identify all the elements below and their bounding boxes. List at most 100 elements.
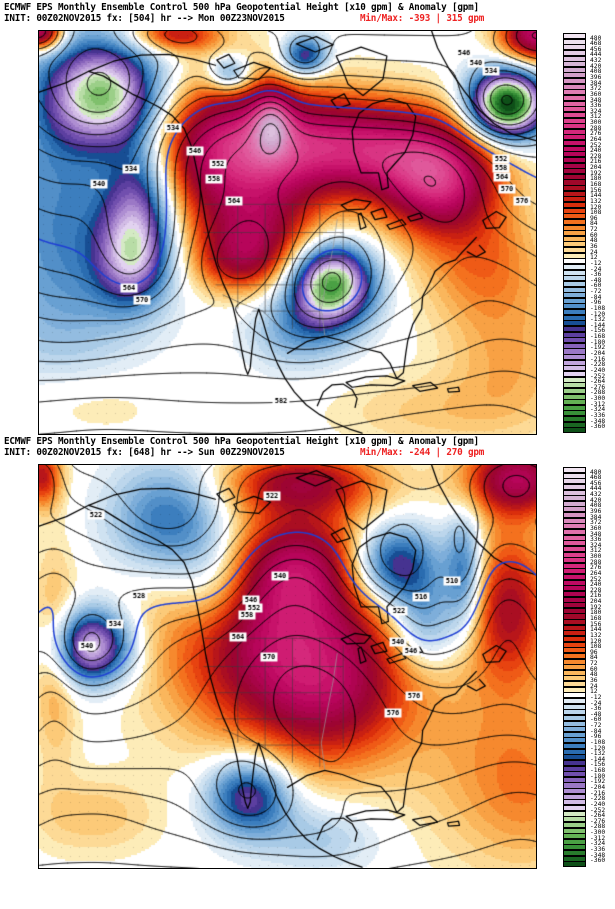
- colorbar-tick-label: -300: [590, 395, 606, 403]
- colorbar-cell: [563, 382, 586, 389]
- colorbar-cell: [563, 771, 586, 778]
- map-subtitle: INIT: 00Z02NOV2015 fx: [504] hr --> Mon …: [4, 13, 560, 24]
- colorbar-tick-label: -360: [590, 857, 606, 865]
- colorbar-cell: [563, 714, 586, 721]
- colorbar-cell: [563, 478, 586, 485]
- colorbar-cell: [563, 173, 586, 180]
- colorbar-tick-label: 312: [590, 113, 602, 121]
- colorbar-cell: [563, 376, 586, 383]
- colorbar-cell: [563, 100, 586, 107]
- colorbar-cell: [563, 61, 586, 68]
- colorbar-tick-label: 156: [590, 620, 602, 628]
- colorbar-tick-label: 468: [590, 474, 602, 482]
- minmax-text: Min/Max: -393 | 315 gpm: [360, 13, 485, 24]
- colorbar-tick-label: -144: [590, 755, 606, 763]
- colorbar-cell: [563, 799, 586, 806]
- colorbar-cell: [563, 404, 586, 411]
- colorbar-cell: [563, 393, 586, 400]
- colorbar-cell: [563, 427, 586, 434]
- colorbar-cell: [563, 83, 586, 90]
- colorbar-cell: [563, 568, 586, 575]
- colorbar-cell: [563, 365, 586, 372]
- colorbar-tick-label: 228: [590, 586, 602, 594]
- colorbar-cell: [563, 545, 586, 552]
- colorbar-tick-label: 228: [590, 152, 602, 160]
- colorbar-tick-label: -348: [590, 417, 606, 425]
- colorbar-cell: [563, 720, 586, 727]
- colorbar-cell: [563, 590, 586, 597]
- colorbar-cell: [563, 861, 586, 868]
- colorbar-cell: [563, 331, 586, 338]
- colorbar-tick-label: -180: [590, 772, 606, 780]
- colorbar-tick-label: 264: [590, 569, 602, 577]
- colorbar-cell: [563, 534, 586, 541]
- colorbar-cell: [563, 128, 586, 135]
- colorbar-cell: [563, 94, 586, 101]
- colorbar-cell: [563, 686, 586, 693]
- colorbar-tick-label: -204: [590, 350, 606, 358]
- colorbar-tick-label: 48: [590, 671, 598, 679]
- colorbar-tick-label: -120: [590, 744, 606, 752]
- colorbar-tick-label: 360: [590, 524, 602, 532]
- colorbar-cell: [563, 512, 586, 519]
- colorbar-tick-label: 324: [590, 107, 602, 115]
- colorbar-cell: [563, 123, 586, 130]
- colorbar-tick-label: 432: [590, 57, 602, 65]
- colorbar-cell: [563, 202, 586, 209]
- colorbar-tick-label: 120: [590, 203, 602, 211]
- colorbar-tick-label: 324: [590, 541, 602, 549]
- colorbar-tick-label: -288: [590, 823, 606, 831]
- colorbar-tick-label: 408: [590, 502, 602, 510]
- colorbar-tick-label: -240: [590, 800, 606, 808]
- colorbar-tick-label: 444: [590, 51, 602, 59]
- colorbar-tick-label: -36: [590, 271, 602, 279]
- colorbar-tick-label: 240: [590, 581, 602, 589]
- colorbar-tick-label: -336: [590, 845, 606, 853]
- colorbar-cell: [563, 833, 586, 840]
- colorbar-cell: [563, 190, 586, 197]
- colorbar-cell: [563, 765, 586, 772]
- colorbar-tick-label: -168: [590, 333, 606, 341]
- colorbar-cell: [563, 387, 586, 394]
- colorbar-cell: [563, 325, 586, 332]
- colorbar-cell: [563, 258, 586, 265]
- colorbar-cell: [563, 303, 586, 310]
- colorbar-cell: [563, 145, 586, 152]
- colorbar-cell: [563, 602, 586, 609]
- colorbar-cell: [563, 196, 586, 203]
- colorbar-tick-label: -84: [590, 727, 602, 735]
- colorbar-cell: [563, 247, 586, 254]
- minmax-text: Min/Max: -244 | 270 gpm: [360, 447, 485, 458]
- colorbar-tick-label: 336: [590, 102, 602, 110]
- colorbar-tick-label: 384: [590, 79, 602, 87]
- colorbar-cell: [563, 156, 586, 163]
- colorbar-cell: [563, 354, 586, 361]
- colorbar-cell: [563, 844, 586, 851]
- colorbar-cell: [563, 692, 586, 699]
- colorbar-cell: [563, 636, 586, 643]
- colorbar-tick-label: -144: [590, 321, 606, 329]
- colorbar-tick-label: 276: [590, 564, 602, 572]
- colorbar-cell: [563, 72, 586, 79]
- colorbar-cell: [563, 467, 586, 474]
- colorbar-tick-label: -108: [590, 738, 606, 746]
- colorbar-cell: [563, 230, 586, 237]
- colorbar-tick-label: 216: [590, 158, 602, 166]
- colorbar-tick-label: 384: [590, 513, 602, 521]
- colorbar-cell: [563, 275, 586, 282]
- colorbar-cell: [563, 585, 586, 592]
- colorbar-cell: [563, 838, 586, 845]
- colorbar-tick-label: 144: [590, 192, 602, 200]
- colorbar-cell: [563, 793, 586, 800]
- colorbar-cell: [563, 179, 586, 186]
- init-valid-text: INIT: 00Z02NOV2015 fx: [648] hr --> Sun …: [4, 447, 285, 458]
- colorbar-cell: [563, 664, 586, 671]
- colorbar-cell: [563, 140, 586, 147]
- colorbar-cell: [563, 821, 586, 828]
- colorbar-tick-label: -276: [590, 817, 606, 825]
- colorbar-tick-label: 396: [590, 507, 602, 515]
- colorbar-tick-label: 48: [590, 237, 598, 245]
- colorbar-tick-label: -156: [590, 327, 606, 335]
- colorbar-tick-label: 120: [590, 637, 602, 645]
- colorbar-tick-label: -168: [590, 767, 606, 775]
